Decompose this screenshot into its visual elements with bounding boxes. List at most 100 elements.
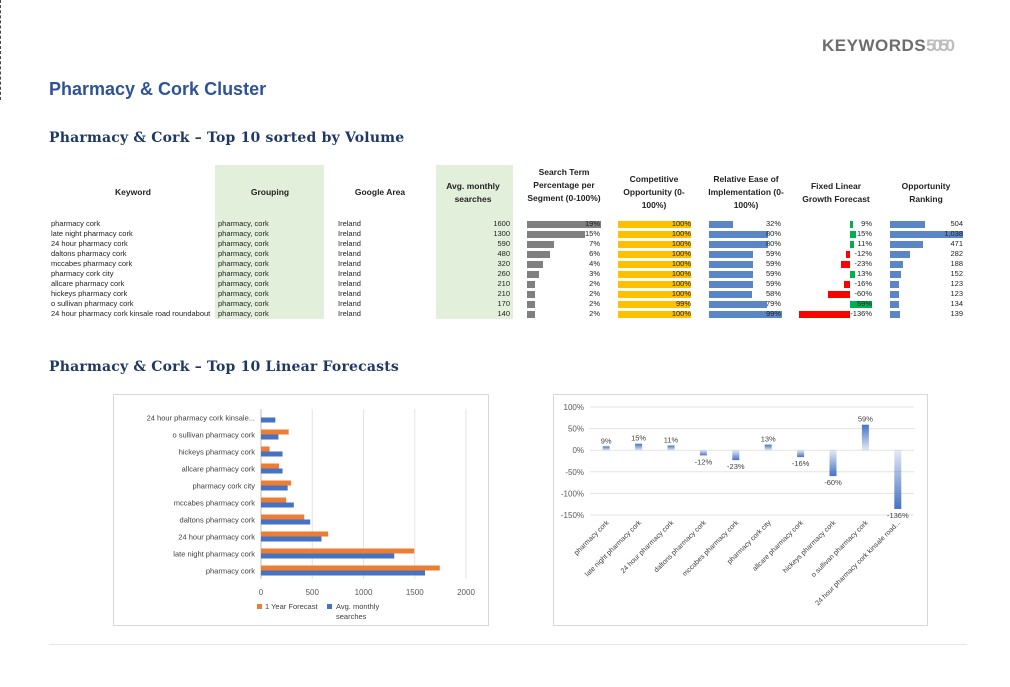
table-cell-grouping: pharmacy, cork xyxy=(218,249,269,258)
growth-bar xyxy=(841,260,850,268)
vchart-data-label: 9% xyxy=(601,436,612,445)
table-cell-rank: 504 xyxy=(950,219,963,228)
ease-bar xyxy=(709,260,753,268)
header-opportunity-ranking: Opportunity Ranking xyxy=(901,181,951,204)
table-cell-area: Ireland xyxy=(338,289,361,298)
table-cell-grouping: pharmacy, cork xyxy=(218,309,269,318)
table-cell-grouping: pharmacy, cork xyxy=(218,299,269,308)
vchart-data-label: 59% xyxy=(858,415,873,424)
vchart-data-label: -12% xyxy=(695,457,713,466)
comp-bar xyxy=(618,230,691,238)
table-cell-volume: 590 xyxy=(497,239,510,248)
growth-bar xyxy=(844,280,850,288)
ease-bar xyxy=(709,280,753,288)
growth-column-chart: 100% 50% 0% -50% -100% -150% 9% pharmacy cork 15… xyxy=(553,394,928,626)
comp-bar xyxy=(618,220,691,228)
table-cell-volume: 170 xyxy=(497,299,510,308)
rank-bar xyxy=(890,260,904,268)
table-cell-keyword: late night pharmacy cork xyxy=(51,229,133,238)
header-google-area: Google Area xyxy=(354,187,406,197)
header-competitive-opportunity: Competitive Opportunity (0-100%) xyxy=(623,174,685,210)
table-cell-keyword: pharmacy cork xyxy=(51,219,101,228)
comp-bar xyxy=(618,310,691,318)
table-cell-area: Ireland xyxy=(338,279,361,288)
vchart-bar xyxy=(894,450,902,509)
table-cell-ease: 59% xyxy=(765,279,781,288)
table-cell-growth: 59% xyxy=(856,299,872,308)
table-cell-stp: 2% xyxy=(589,289,600,298)
grouping-column-bg xyxy=(215,165,324,319)
hchart-x-tick: 1500 xyxy=(406,588,424,597)
hchart-bar xyxy=(261,519,311,525)
hchart-category-label: late night pharmacy cork xyxy=(173,550,255,559)
table-cell-grouping: pharmacy, cork xyxy=(218,239,269,248)
hchart-bar xyxy=(261,468,283,474)
ease-bar xyxy=(709,230,768,238)
table-cell-rank: 152 xyxy=(950,269,963,278)
table-cell-growth: -23% xyxy=(854,259,872,268)
table-cell-ease: 79% xyxy=(765,299,781,308)
hchart-bar xyxy=(261,553,395,559)
table-cell-rank: 188 xyxy=(950,259,963,268)
table-cell-comp: 100% xyxy=(671,309,691,318)
hchart-legend-swatch xyxy=(257,604,262,609)
table-cell-comp: 100% xyxy=(671,269,691,278)
table-cell-comp: 100% xyxy=(671,279,691,288)
hchart-category-label: hickeys pharmacy cork xyxy=(179,448,256,457)
table-cell-stp: 7% xyxy=(589,239,600,248)
vchart-bar xyxy=(764,444,772,451)
rank-bar xyxy=(890,240,924,248)
hchart-bar xyxy=(261,548,415,554)
keyword-table: Keyword Grouping Google Area Avg. monthl… xyxy=(0,0,1010,330)
table-cell-volume: 320 xyxy=(497,259,510,268)
vchart-bar xyxy=(861,424,869,451)
table-cell-volume: 140 xyxy=(497,309,510,318)
section-title-volume: Pharmacy & Cork – Top 10 sorted by Volum… xyxy=(49,130,405,146)
table-cell-keyword: mccabes pharmacy cork xyxy=(51,259,133,268)
table-cell-growth: -12% xyxy=(854,249,872,258)
table-cell-ease: 99% xyxy=(765,309,781,318)
hchart-bar xyxy=(261,446,270,452)
stp-bar xyxy=(527,250,551,258)
rank-bar xyxy=(890,250,910,258)
table-cell-grouping: pharmacy, cork xyxy=(218,219,269,228)
table-cell-stp: 15% xyxy=(584,229,600,238)
comp-bar xyxy=(618,270,691,278)
comp-bar xyxy=(618,260,691,268)
table-cell-stp: 6% xyxy=(589,249,600,258)
table-cell-volume: 1600 xyxy=(493,219,510,228)
table-cell-stp: 19% xyxy=(584,219,600,228)
hchart-bar xyxy=(261,514,305,520)
vchart-data-label: 11% xyxy=(664,435,679,444)
vchart-bar xyxy=(635,443,643,451)
ease-bar xyxy=(709,290,752,298)
vchart-data-label: 15% xyxy=(631,434,646,443)
table-cell-comp: 100% xyxy=(671,229,691,238)
vchart-bar xyxy=(667,445,675,451)
table-cell-grouping: pharmacy, cork xyxy=(218,229,269,238)
ease-bar xyxy=(709,310,782,318)
header-keyword: Keyword xyxy=(115,187,151,197)
table-cell-keyword: daltons pharmacy cork xyxy=(51,249,127,258)
rank-bar xyxy=(890,220,926,228)
hchart-bar xyxy=(261,502,294,508)
table-cell-rank: 134 xyxy=(950,299,963,308)
vchart-data-label: -136% xyxy=(887,511,909,520)
table-cell-volume: 210 xyxy=(497,279,510,288)
hchart-category-label: 24 hour pharmacy cork xyxy=(178,533,255,542)
table-cell-stp: 2% xyxy=(589,299,600,308)
table-cell-comp: 100% xyxy=(671,259,691,268)
vchart-y-tick: 0% xyxy=(572,446,584,455)
vchart-y-tick: -100% xyxy=(561,489,584,498)
hchart-category-label: pharmacy cork xyxy=(206,567,255,576)
hchart-x-tick: 0 xyxy=(259,588,264,597)
table-cell-comp: 100% xyxy=(671,239,691,248)
vchart-category-label: hickeys pharmacy cork xyxy=(782,519,838,575)
table-cell-area: Ireland xyxy=(338,269,361,278)
hchart-bar xyxy=(261,570,425,576)
volume-column-bg xyxy=(436,165,513,319)
page-title: Pharmacy & Cork Cluster xyxy=(49,79,267,99)
table-cell-stp: 4% xyxy=(589,259,600,268)
table-cell-rank: 139 xyxy=(950,309,963,318)
table-cell-ease: 32% xyxy=(765,219,781,228)
